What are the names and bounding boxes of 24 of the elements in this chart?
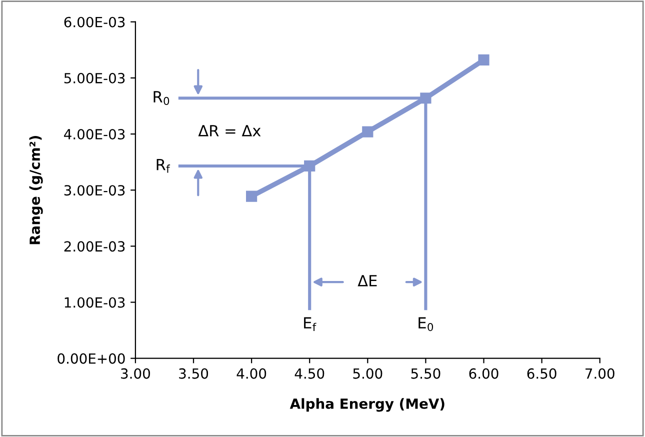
x-tick-label: 6.00 <box>469 368 498 379</box>
x-tick-label: 4.00 <box>236 368 266 379</box>
annotation: E$_{0}$ <box>418 317 434 332</box>
x-tick-label: 6.50 <box>527 368 556 379</box>
y-tick-label: 0.00E+00 <box>58 353 125 364</box>
y-tick-label: 3.00E-03 <box>64 185 125 196</box>
y-tick-label: 4.00E-03 <box>64 128 125 140</box>
y-tick-label: 2.00E-03 <box>64 241 125 252</box>
annotation: R$_{f}$ <box>156 159 170 173</box>
annotation: ΔE <box>358 275 377 286</box>
annotation: E$_{f}$ <box>304 317 316 331</box>
x-tick-label: 5.50 <box>411 368 440 379</box>
y-tick-label: 5.00E-03 <box>64 72 125 84</box>
x-tick-label: 4.50 <box>294 368 324 379</box>
x-tick-label: 3.00 <box>121 368 150 379</box>
y-tick-label: 1.00E-03 <box>64 297 125 308</box>
x-tick-label: 5.00 <box>353 368 382 379</box>
y-axis-title: Range (g/cm²) <box>29 136 43 244</box>
annotation: ΔR = Δx <box>198 125 261 136</box>
annotation: R$_{0}$ <box>154 91 170 105</box>
x-tick-label: 7.00 <box>586 368 614 379</box>
x-axis-title: Alpha Energy (MeV) <box>290 398 444 412</box>
x-tick-label: 3.50 <box>179 368 208 379</box>
y-tick-label: 6.00E-03 <box>64 16 125 28</box>
